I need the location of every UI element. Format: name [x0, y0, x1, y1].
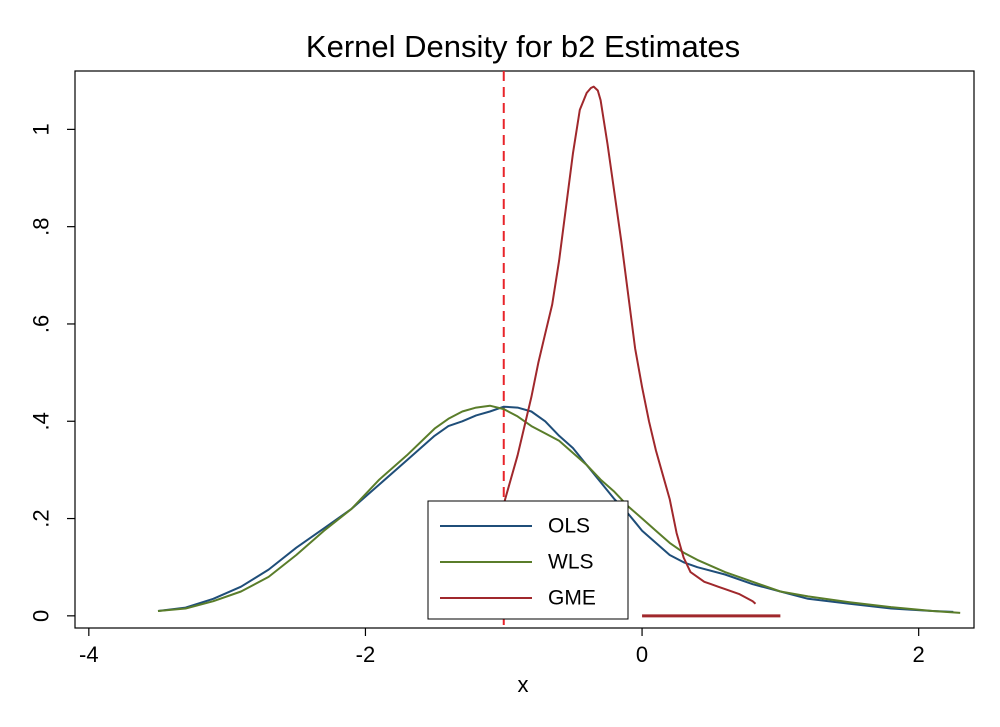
legend-box	[427, 500, 629, 620]
legend-label-wls: WLS	[548, 551, 594, 574]
y-tick-label: .6	[29, 315, 54, 333]
x-axis: -4 -2 0 2	[79, 628, 925, 667]
y-tick-label: .8	[29, 217, 54, 235]
x-tick-label: -4	[79, 642, 99, 667]
x-tick-label: 0	[636, 642, 648, 667]
y-axis: 0 .2 .4 .6 .8 1	[29, 123, 75, 622]
series-line-wls	[157, 404, 961, 614]
x-axis-label: x	[518, 672, 529, 697]
legend: OLS WLS GME	[427, 500, 629, 620]
series-group	[157, 85, 961, 614]
y-tick-label: .4	[29, 412, 54, 430]
series-line-gme	[502, 85, 757, 605]
x-tick-label: -2	[356, 642, 376, 667]
series-line-ols	[157, 405, 954, 613]
y-tick-label: 0	[29, 610, 54, 622]
chart-title: Kernel Density for b2 Estimates	[306, 29, 740, 64]
y-tick-label: .2	[29, 509, 54, 527]
legend-label-ols: OLS	[548, 515, 590, 538]
x-tick-label: 2	[913, 642, 925, 667]
legend-label-gme: GME	[548, 587, 596, 610]
y-tick-label: 1	[29, 123, 54, 135]
plot-frame	[74, 70, 975, 629]
